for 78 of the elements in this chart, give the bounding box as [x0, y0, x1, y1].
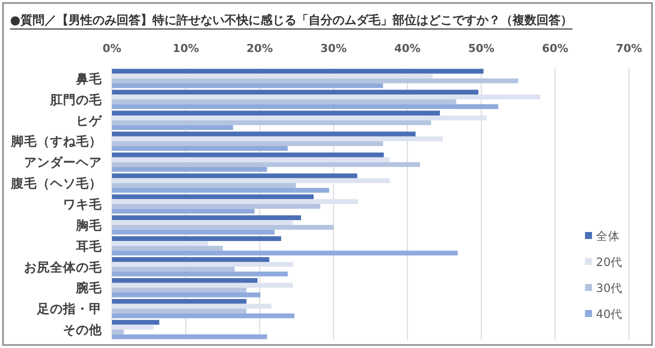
bar: [112, 272, 288, 276]
bar: [112, 166, 268, 172]
x-tick-label: 20%: [246, 42, 273, 55]
y-tick-label: 肛門の毛: [49, 92, 103, 107]
bar: [112, 230, 274, 235]
bar: [112, 330, 124, 334]
y-tick-label: ヒゲ: [76, 112, 103, 128]
bar: [112, 94, 540, 100]
y-tick-label: 腹毛（ヘソ毛）: [10, 176, 102, 191]
bar: [112, 162, 420, 167]
bar: [112, 68, 484, 74]
bar: [112, 257, 270, 262]
bar: [112, 141, 384, 146]
x-tick-label: 0%: [102, 42, 122, 55]
bar: [112, 104, 498, 110]
bar: [112, 246, 223, 251]
bar: [112, 83, 384, 88]
bar: [112, 152, 384, 158]
bar: [112, 90, 478, 95]
bar: [112, 188, 330, 193]
bar: [112, 146, 288, 151]
x-tick-label: 60%: [542, 42, 568, 55]
y-tick-label: ワキ毛: [63, 196, 103, 212]
bar: [112, 304, 272, 309]
y-tick-label: 腕毛: [75, 280, 103, 296]
bar: [112, 194, 314, 200]
legend-label: 20代: [596, 255, 623, 269]
bar: [112, 215, 302, 220]
legend-label: 40代: [596, 307, 623, 321]
legend-label: 30代: [596, 281, 623, 295]
bar: [112, 262, 293, 267]
bar: [112, 241, 208, 246]
bar: [112, 288, 246, 293]
legend-label: 全体: [596, 229, 620, 243]
x-tick-label: 70%: [616, 42, 642, 55]
bar: [112, 224, 334, 230]
bar: [112, 199, 358, 204]
bar: [112, 178, 390, 184]
x-tick-label: 40%: [394, 42, 421, 55]
bar: [112, 313, 294, 318]
bar: [112, 132, 416, 136]
x-tick-label: 50%: [468, 42, 494, 55]
y-tick-label: その他: [63, 322, 103, 338]
bar: [112, 115, 486, 120]
bar: [112, 334, 268, 340]
bar: [112, 208, 255, 214]
bar: [112, 136, 443, 142]
bar: [112, 183, 296, 188]
y-tick-label: 耳毛: [75, 238, 103, 254]
y-tick-label: 脚毛（すね毛）: [10, 134, 102, 149]
bar: [112, 266, 235, 272]
bar: [112, 282, 293, 288]
x-tick-label: 30%: [320, 42, 347, 55]
bar: [112, 320, 160, 325]
bar: [112, 204, 320, 209]
bar: [112, 78, 518, 84]
y-tick-label: 胸毛: [75, 217, 103, 232]
x-tick-label: 10%: [172, 42, 200, 55]
y-tick-label: お尻全体の毛: [24, 259, 103, 274]
chart-title: ●質問／【男性のみ回答】特に許せない不快に感じる「自分のムダ毛」部位はどこですか？（複数回答）: [10, 13, 572, 27]
bar: [112, 173, 358, 178]
bar: [112, 308, 246, 314]
bar: [112, 157, 390, 162]
bar: [112, 278, 258, 283]
bar: [112, 324, 154, 330]
y-tick-label: 足の指・甲: [36, 301, 102, 316]
bar: [112, 125, 234, 130]
bar: [112, 74, 433, 78]
bar: [112, 298, 246, 304]
bar: [112, 292, 260, 298]
bar: [112, 120, 432, 126]
y-tick-label: 鼻毛: [75, 70, 103, 86]
bar: [112, 220, 293, 225]
bar: [112, 236, 282, 242]
bar: [112, 250, 458, 256]
y-tick-label: アンダーヘア: [24, 154, 102, 170]
bar: [112, 110, 440, 116]
bar: [112, 99, 456, 104]
